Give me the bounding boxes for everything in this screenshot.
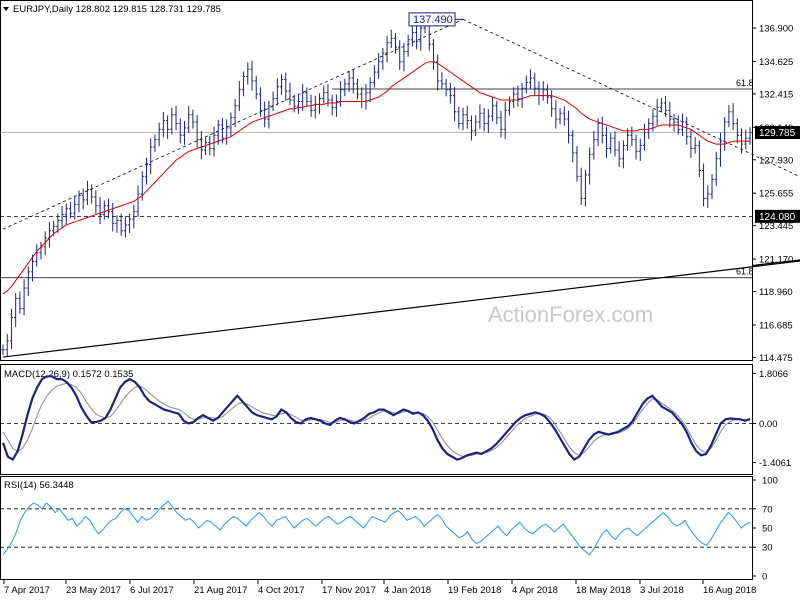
current-price-tag-bg bbox=[755, 126, 800, 140]
callout-label: 137.490 bbox=[413, 14, 453, 26]
date-axis-tick-label: 4 Jan 2018 bbox=[384, 585, 431, 596]
rsi-axis-tick-label: 100 bbox=[762, 476, 778, 487]
fib-label: 61.8 bbox=[736, 267, 754, 277]
date-axis-tick-label: 3 Jul 2018 bbox=[640, 585, 684, 596]
fib-label: 61.8 bbox=[736, 78, 754, 88]
price-axis-tick-label: 127.930 bbox=[759, 155, 793, 166]
support-price-tag-bg bbox=[755, 209, 800, 223]
current-price-tag: 129.785 bbox=[759, 128, 796, 139]
macd-axis-tick-label: 1.8066 bbox=[759, 369, 788, 380]
price-panel-frame bbox=[0, 0, 753, 361]
watermark: ActionForex.com bbox=[488, 302, 653, 327]
date-axis-tick-label: 4 Apr 2018 bbox=[512, 585, 558, 596]
date-axis-tick-label: 17 Nov 2017 bbox=[322, 585, 376, 596]
macd-layer bbox=[0, 375, 752, 462]
date-axis-tick-label: 23 May 2017 bbox=[66, 585, 121, 596]
price-axis-tick-label: 121.170 bbox=[759, 255, 793, 266]
rsi-axis-tick-label: 70 bbox=[762, 504, 773, 515]
date-axis-tick-label: 7 Apr 2017 bbox=[4, 585, 50, 596]
rsi-axis-tick-label: 50 bbox=[762, 524, 773, 535]
support-price-tag: 124.080 bbox=[759, 212, 796, 223]
rsi-layer bbox=[0, 500, 752, 556]
date-axis-tick-label: 4 Oct 2017 bbox=[258, 585, 304, 596]
price-axis-tick-label: 116.685 bbox=[759, 320, 793, 331]
rsi-axis-tick-label: 30 bbox=[762, 543, 773, 554]
price-axis-tick-label: 125.655 bbox=[759, 189, 793, 200]
price-axis-tick-label: 123.445 bbox=[759, 221, 793, 232]
axis-layer: 136.900134.625132.415130.140127.930125.6… bbox=[3, 24, 800, 596]
date-axis-tick-label: 21 Aug 2017 bbox=[194, 585, 247, 596]
macd-axis-tick-label: 0.00 bbox=[759, 419, 778, 430]
trendline-long-term-support bbox=[2, 260, 800, 358]
price-axis-tick-label: 118.960 bbox=[759, 287, 793, 298]
macd-label: MACD(12,26,9) 0.1572 0.1535 bbox=[4, 369, 133, 380]
rsi-line bbox=[2, 500, 751, 556]
macd-axis-tick-label: -1.4061 bbox=[759, 458, 791, 469]
trendline-rising-channel-upper bbox=[2, 19, 464, 230]
price-axis-tick-label: 136.900 bbox=[759, 24, 793, 35]
date-axis-tick-label: 19 Feb 2018 bbox=[448, 585, 501, 596]
date-axis-tick-label: 18 May 2018 bbox=[576, 585, 631, 596]
price-axis-tick-label: 134.625 bbox=[759, 57, 793, 68]
symbol-header: EURJPY,Daily 128.802 129.815 128.731 129… bbox=[13, 4, 221, 15]
moving-average-line bbox=[2, 61, 750, 295]
date-axis-tick-label: 6 Jul 2017 bbox=[130, 585, 174, 596]
macd-panel-frame bbox=[0, 364, 753, 475]
price-axis-tick-label: 114.475 bbox=[759, 353, 793, 364]
rsi-label: RSI(14) 56.3448 bbox=[4, 480, 74, 491]
menu-triangle-icon[interactable] bbox=[3, 7, 9, 11]
price-axis-tick-label: 132.415 bbox=[759, 89, 793, 100]
rsi-axis-tick-label: 0 bbox=[762, 572, 767, 583]
macd-line bbox=[1, 375, 751, 462]
rsi-panel-frame bbox=[0, 476, 753, 580]
macd-signal-line bbox=[2, 382, 751, 457]
date-axis-tick-label: 16 Aug 2018 bbox=[703, 585, 756, 596]
